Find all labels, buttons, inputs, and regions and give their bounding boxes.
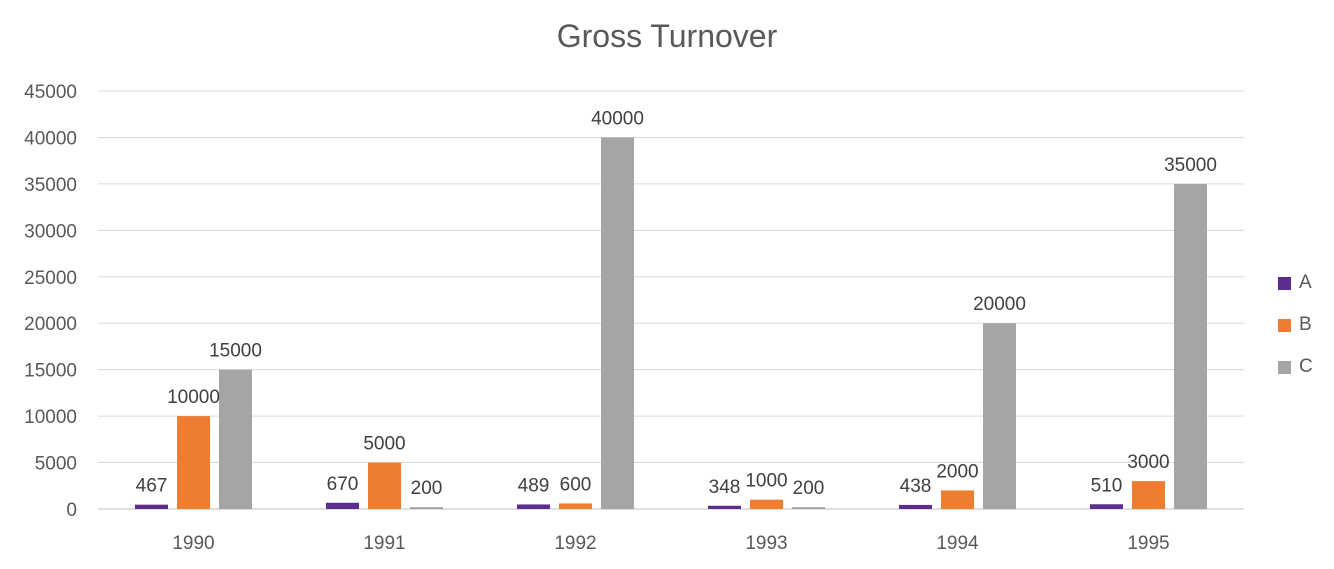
data-label-C-1990: 15000	[209, 341, 262, 362]
data-label-B-1990: 10000	[167, 387, 220, 408]
data-label-A-1991: 670	[327, 474, 359, 495]
bar-A-1991	[326, 502, 359, 509]
bar-A-1994	[899, 504, 932, 509]
bar-B-1992	[559, 503, 592, 509]
legend-label: A	[1299, 272, 1312, 293]
data-label-B-1995: 3000	[1127, 452, 1169, 473]
gridlines	[98, 90, 1244, 510]
bar-B-1991	[368, 462, 401, 509]
legend-item-C: C	[1278, 346, 1313, 388]
bar-B-1993	[750, 499, 783, 509]
data-label-B-1992: 600	[560, 474, 592, 495]
data-label-A-1990: 467	[136, 476, 168, 497]
bar-C-1995	[1174, 183, 1207, 509]
bar-C-1994	[983, 323, 1016, 509]
y-tick-label: 40000	[24, 128, 77, 149]
bar-B-1995	[1132, 481, 1165, 509]
x-tick-label: 1992	[554, 533, 596, 554]
y-tick-label: 15000	[24, 361, 77, 382]
y-tick-label: 20000	[24, 314, 77, 335]
bar-C-1991	[410, 507, 443, 509]
y-tick-label: 30000	[24, 221, 77, 242]
chart-title: Gross Turnover	[556, 18, 778, 54]
data-label-C-1994: 20000	[973, 294, 1026, 315]
bar-C-1992	[601, 137, 634, 509]
bar-B-1990	[177, 416, 210, 509]
y-tick-label: 45000	[24, 82, 77, 103]
legend-swatch	[1278, 360, 1291, 374]
bar-C-1990	[219, 369, 252, 509]
bar-C-1993	[792, 507, 825, 509]
data-label-C-1995: 35000	[1164, 155, 1217, 176]
legend-swatch	[1278, 276, 1291, 290]
bar-A-1992	[517, 504, 550, 509]
bars	[135, 137, 1207, 509]
legend-item-B: B	[1278, 304, 1313, 346]
data-label-B-1993: 1000	[745, 471, 787, 492]
legend-label: C	[1299, 356, 1313, 377]
x-tick-label: 1991	[363, 533, 405, 554]
x-tick-label: 1994	[936, 533, 979, 554]
data-label-C-1991: 200	[411, 478, 443, 499]
data-label-C-1993: 200	[793, 478, 825, 499]
y-tick-label: 0	[66, 500, 77, 521]
legend-swatch	[1278, 318, 1291, 332]
bar-A-1995	[1090, 504, 1123, 509]
data-label-A-1992: 489	[518, 475, 550, 496]
data-label-A-1994: 438	[900, 476, 932, 497]
y-tick-label: 35000	[24, 175, 77, 196]
legend-label: B	[1299, 314, 1312, 335]
y-tick-label: 10000	[24, 407, 77, 428]
bar-A-1990	[135, 504, 168, 509]
x-tick-label: 1990	[172, 533, 214, 554]
x-axis-ticks: 1990 1991 1992 1993 1994 1995	[172, 533, 1169, 554]
data-label-C-1992: 40000	[591, 108, 644, 129]
data-label-B-1991: 5000	[363, 434, 405, 455]
data-label-A-1993: 348	[709, 477, 741, 498]
bar-A-1993	[708, 505, 741, 509]
y-axis-ticks: 0 5000 10000 15000 20000 25000 30000 35000 40000…	[24, 82, 77, 521]
y-tick-label: 25000	[24, 268, 77, 289]
data-label-A-1995: 510	[1091, 475, 1123, 496]
bar-B-1994	[941, 490, 974, 509]
x-tick-label: 1993	[745, 533, 787, 554]
y-tick-label: 5000	[35, 454, 77, 475]
x-tick-label: 1995	[1127, 533, 1169, 554]
legend-item-A: A	[1278, 262, 1313, 304]
data-label-B-1994: 2000	[936, 461, 978, 482]
